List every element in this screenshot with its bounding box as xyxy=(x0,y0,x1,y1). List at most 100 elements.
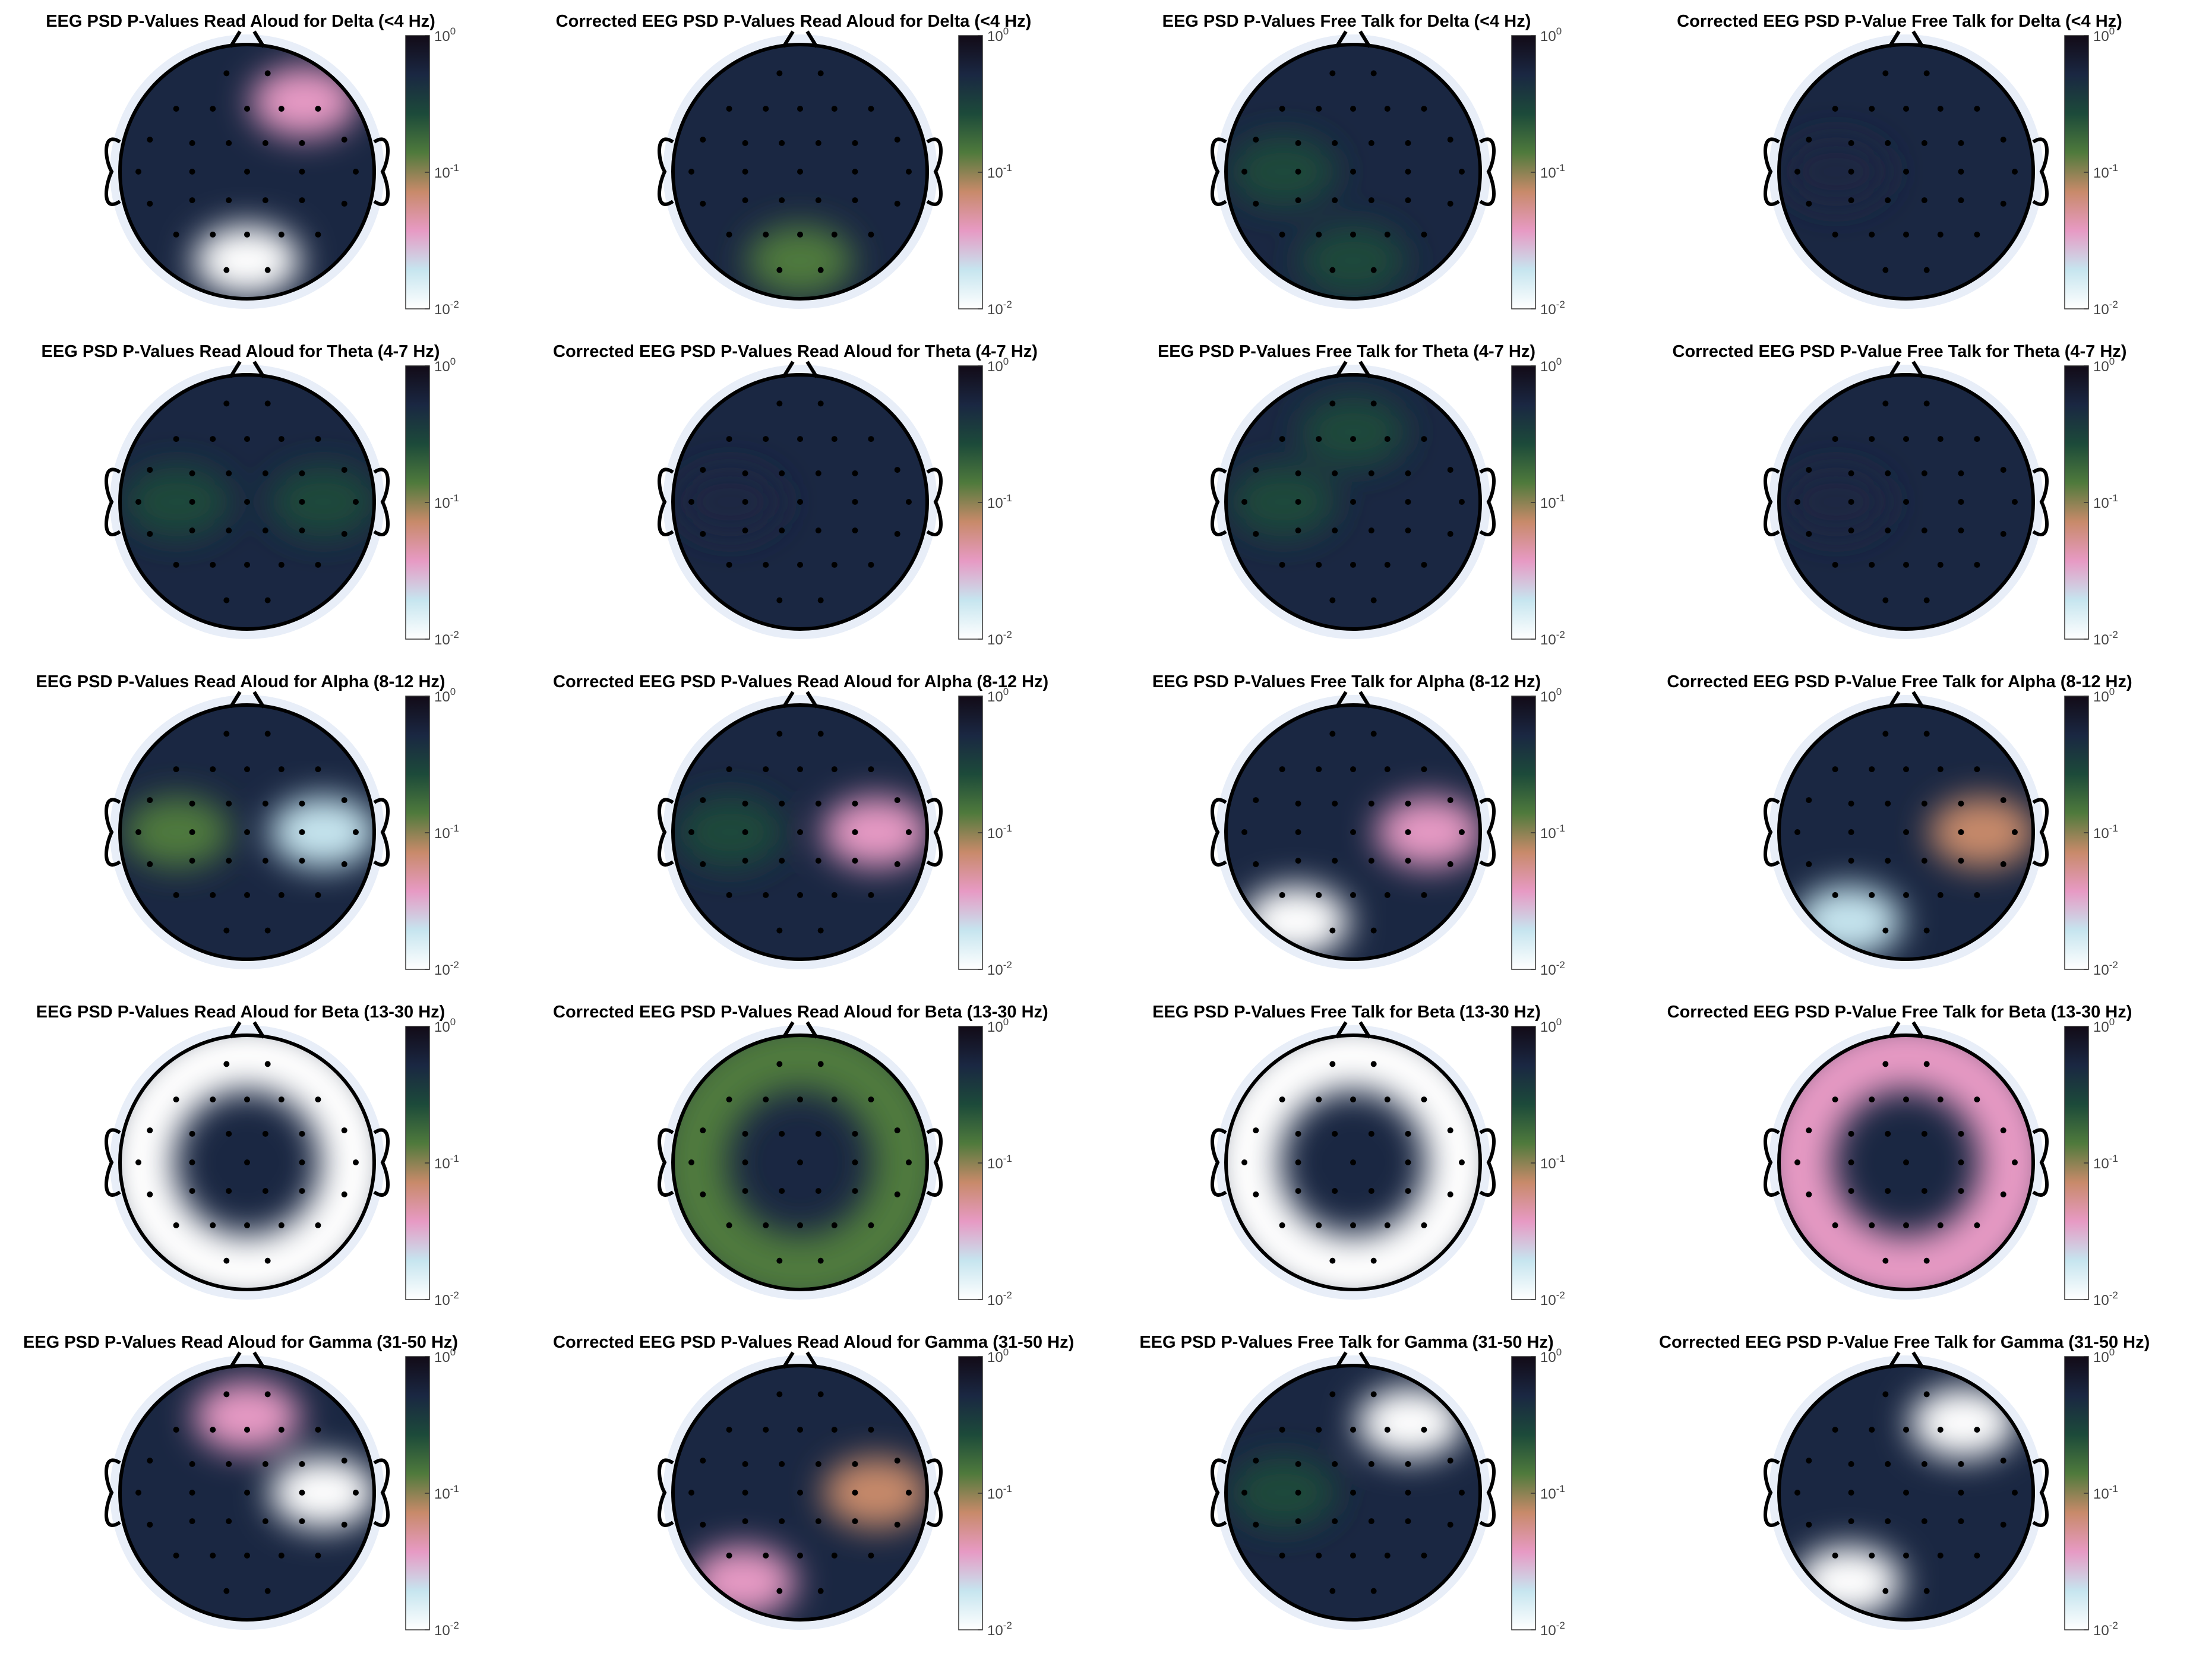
electrode-marker xyxy=(852,1461,858,1467)
colorbar-tick-label: 10-2 xyxy=(1540,1289,1565,1309)
electrode-marker xyxy=(742,140,748,146)
electrode-marker xyxy=(1806,861,1812,867)
electrode-marker xyxy=(1370,1391,1377,1398)
electrode-marker xyxy=(189,169,195,175)
electrode-marker xyxy=(815,470,821,476)
pvalue-blob xyxy=(1230,136,1337,207)
electrode-marker xyxy=(223,1588,230,1594)
panel-title: Corrected EEG PSD P-Values Read Aloud fo… xyxy=(555,12,1032,31)
electrode-marker xyxy=(147,1458,153,1464)
electrode-marker xyxy=(1316,1552,1322,1559)
electrode-marker xyxy=(1405,470,1411,476)
electrode-marker xyxy=(1903,1159,1909,1165)
nose-icon xyxy=(1335,361,1372,378)
topoplot-panel: Corrected EEG PSD P-Value Free Talk for … xyxy=(1659,660,2212,991)
electrode-marker xyxy=(817,1061,824,1067)
electrode-marker xyxy=(1832,561,1838,568)
electrode-marker xyxy=(173,1427,179,1433)
electrode-marker xyxy=(1350,1490,1356,1496)
electrode-marker xyxy=(1903,1096,1909,1103)
electrode-marker xyxy=(1350,231,1356,238)
electrode-marker xyxy=(1384,561,1391,568)
electrode-marker xyxy=(1332,1518,1338,1525)
electrode-marker xyxy=(262,1130,268,1137)
topoplot-svg: 100 10-1 10-2 xyxy=(658,1016,1012,1309)
panel-title: Corrected EEG PSD P-Value Free Talk for … xyxy=(1667,672,2132,691)
electrode-marker xyxy=(1405,800,1411,807)
electrode-marker xyxy=(1316,1427,1322,1433)
electrode-marker xyxy=(868,1096,874,1103)
electrode-marker xyxy=(1295,1130,1301,1137)
electrode-marker xyxy=(1806,530,1812,537)
head-halo xyxy=(1216,695,1490,969)
electrode-marker xyxy=(1447,861,1453,867)
head-halo xyxy=(663,1025,937,1300)
colorbar-tick-label: 100 xyxy=(434,1016,456,1035)
electrode-marker xyxy=(817,731,824,737)
electrode-marker xyxy=(797,499,803,505)
electrode-marker xyxy=(278,892,285,898)
electrode-marker xyxy=(315,892,321,898)
electrode-marker xyxy=(147,1191,153,1197)
electrode-marker xyxy=(1832,231,1838,238)
electrode-marker xyxy=(244,169,250,175)
electrode-marker xyxy=(1923,70,1930,77)
panel-title: EEG PSD P-Values Free Talk for Alpha (8-… xyxy=(1152,672,1541,691)
colorbar-tick-label: 10-2 xyxy=(2093,1289,2118,1309)
electrode-marker xyxy=(700,1127,706,1134)
head-outline xyxy=(1224,703,1482,961)
electrode-marker xyxy=(1832,106,1838,112)
electrode-marker xyxy=(779,858,785,864)
electrode-marker xyxy=(1405,1130,1411,1137)
colorbar-tick-label: 10-2 xyxy=(987,1289,1012,1309)
ear-icon xyxy=(105,798,121,867)
nose-icon xyxy=(229,30,266,48)
electrode-marker xyxy=(1974,892,1980,898)
electrode-marker xyxy=(1974,766,1980,773)
electrode-marker xyxy=(1350,169,1356,175)
electrode-marker xyxy=(1903,766,1909,773)
electrode-marker xyxy=(244,231,250,238)
electrode-marker xyxy=(147,200,153,207)
electrode-marker xyxy=(299,858,305,864)
ear-icon xyxy=(1764,137,1780,206)
electrode-marker xyxy=(147,861,153,867)
electrode-marker xyxy=(1350,1552,1356,1559)
electrode-marker xyxy=(189,1188,195,1194)
electrode-marker xyxy=(852,499,858,505)
electrode-marker xyxy=(1958,1461,1964,1467)
electrode-marker xyxy=(1806,467,1812,473)
electrode-marker xyxy=(264,597,271,603)
colorbar-tick-label: 10-1 xyxy=(1540,1483,1565,1502)
topoplot-panel: EEG PSD P-Values Free Talk for Delta (<4… xyxy=(1106,0,1659,330)
electrode-marker xyxy=(779,1518,785,1525)
colorbar-tick-label: 10-2 xyxy=(434,1289,459,1309)
panel-title: Corrected EEG PSD P-Values Read Aloud fo… xyxy=(553,1333,1075,1352)
electrode-marker xyxy=(210,1222,216,1228)
topoplot-svg: 100 10-1 10-2 xyxy=(658,686,1012,978)
panel-title: EEG PSD P-Values Read Aloud for Gamma (3… xyxy=(23,1333,459,1352)
ear-icon xyxy=(1479,137,1496,206)
electrode-marker xyxy=(831,1222,838,1228)
electrode-marker xyxy=(1458,499,1465,505)
head-outline xyxy=(118,373,376,631)
electrode-marker xyxy=(189,499,195,505)
electrode-marker xyxy=(1295,1159,1301,1165)
topoplot-panel: EEG PSD P-Values Free Talk for Alpha (8-… xyxy=(1106,660,1659,991)
topoplot-svg: 100 10-1 10-2 xyxy=(105,356,459,648)
electrode-marker xyxy=(1332,1461,1338,1467)
electrode-marker xyxy=(299,499,305,505)
colorbar-tick-label: 10-1 xyxy=(987,492,1012,511)
electrode-marker xyxy=(1405,1490,1411,1496)
topoplot-panel: EEG PSD P-Values Read Aloud for Gamma (3… xyxy=(0,1321,553,1651)
electrode-marker xyxy=(147,467,153,473)
electrode-marker xyxy=(1332,858,1338,864)
electrode-marker xyxy=(797,231,803,238)
electrode-marker xyxy=(189,1130,195,1137)
pvalue-map xyxy=(673,1366,927,1620)
electrode-marker xyxy=(742,858,748,864)
electrode-marker xyxy=(352,169,359,175)
electrode-marker xyxy=(244,436,250,443)
electrode-marker xyxy=(1384,436,1391,443)
electrode-marker xyxy=(763,766,769,773)
